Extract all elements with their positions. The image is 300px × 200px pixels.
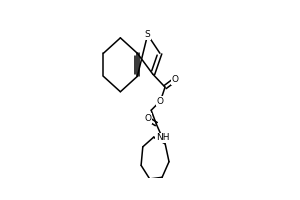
Text: S: S [145, 30, 151, 39]
Text: O: O [172, 75, 179, 84]
Text: O: O [144, 114, 151, 123]
Text: NH: NH [156, 133, 169, 142]
Text: O: O [157, 97, 164, 106]
